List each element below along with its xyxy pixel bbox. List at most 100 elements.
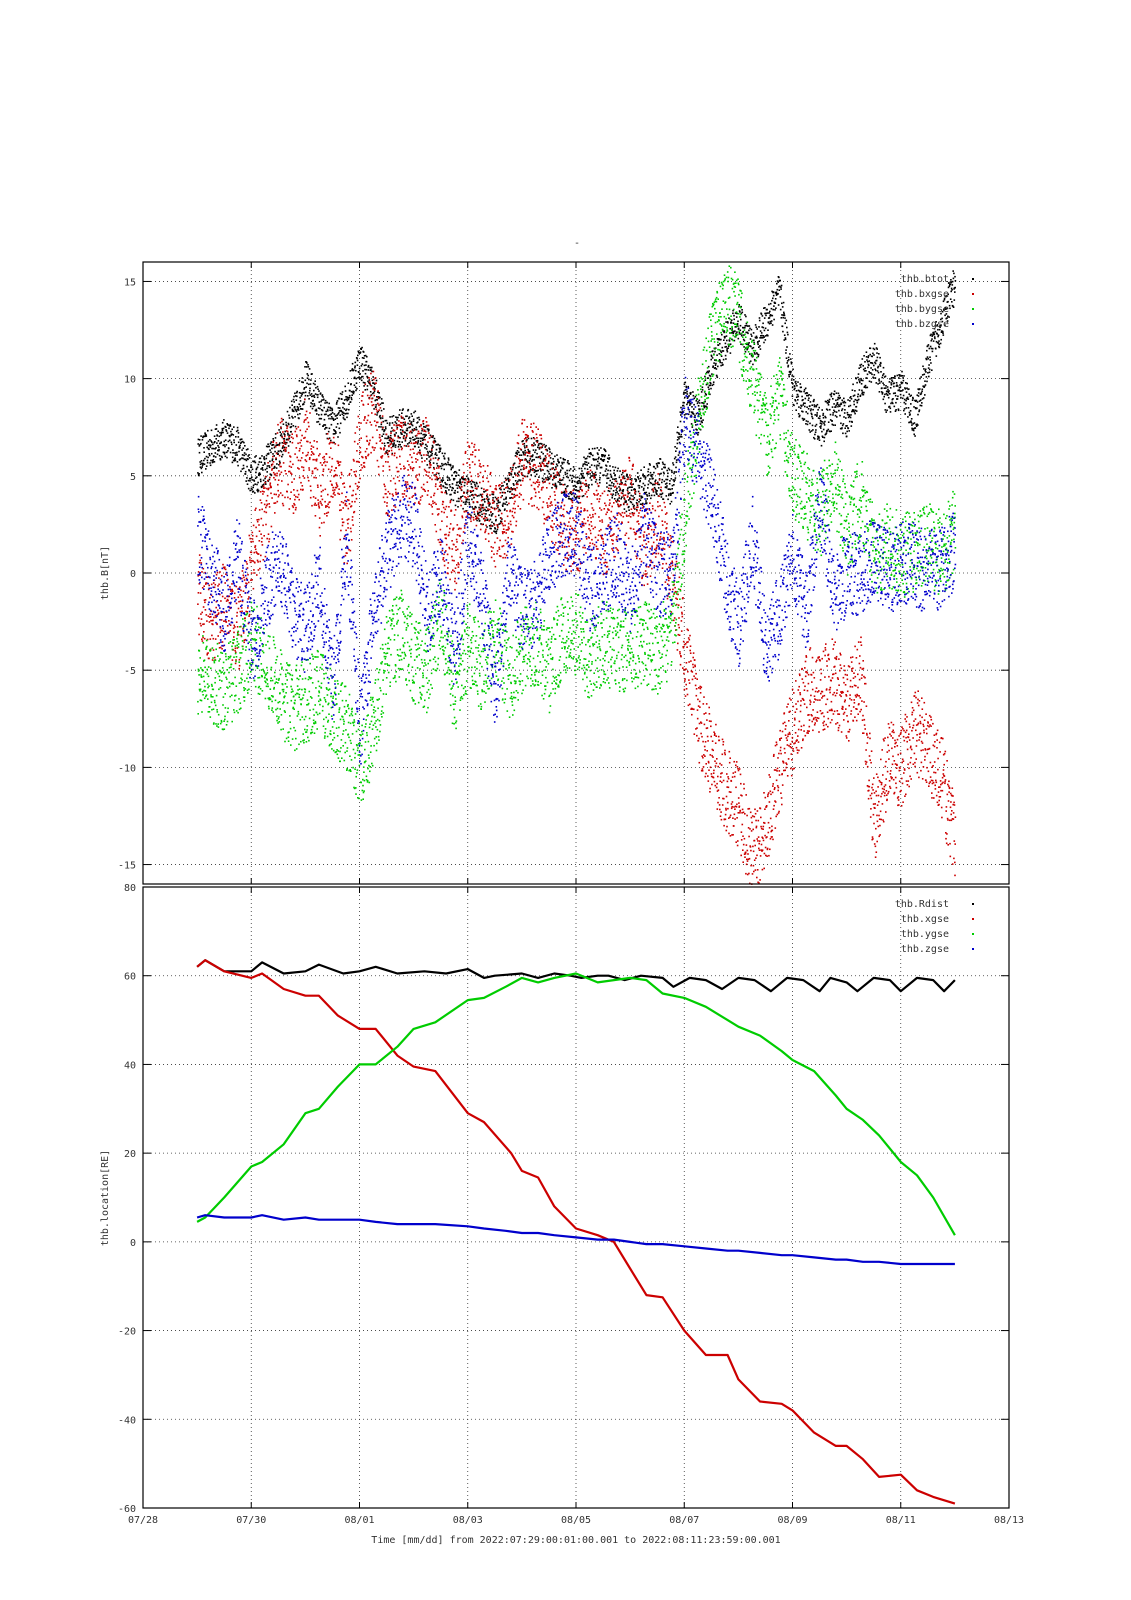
data-point (307, 366, 310, 368)
data-point (525, 467, 527, 469)
data-point (304, 379, 307, 382)
data-point (516, 453, 519, 455)
data-point (864, 386, 867, 389)
data-point (690, 414, 692, 417)
data-point (199, 622, 202, 625)
data-point (262, 469, 264, 471)
data-point (305, 410, 308, 413)
data-point (400, 468, 402, 470)
data-point (203, 631, 205, 633)
data-point (402, 421, 405, 424)
data-point (542, 501, 545, 503)
data-point (464, 501, 467, 503)
data-point (302, 391, 304, 394)
data-point (348, 548, 350, 551)
data-point (366, 440, 369, 442)
data-point (836, 416, 838, 418)
data-point (244, 638, 247, 641)
data-point (791, 386, 794, 389)
data-point (431, 450, 433, 452)
data-point (327, 493, 329, 496)
data-point (366, 419, 369, 422)
data-point (226, 451, 228, 454)
data-point (776, 282, 778, 285)
data-point (411, 486, 413, 488)
data-point (735, 316, 738, 318)
data-point (775, 292, 777, 295)
data-point (197, 592, 200, 594)
data-point (463, 484, 466, 487)
data-point (675, 450, 677, 452)
data-point (384, 419, 387, 422)
data-point (601, 455, 604, 457)
data-point (501, 504, 504, 507)
data-point (482, 503, 484, 506)
data-point (340, 410, 343, 413)
data-point (690, 391, 692, 394)
data-point (408, 442, 410, 444)
data-point (683, 383, 686, 385)
data-point (459, 556, 461, 559)
data-point (534, 475, 537, 478)
data-point (613, 483, 615, 485)
data-point (506, 486, 509, 489)
data-point (419, 496, 422, 499)
data-point (276, 463, 278, 465)
data-point (372, 382, 375, 384)
data-point (553, 477, 555, 479)
data-point (579, 488, 582, 490)
data-point (406, 427, 408, 430)
data-point (309, 485, 312, 487)
data-point (719, 360, 721, 362)
data-point (437, 539, 440, 541)
data-point (567, 497, 570, 500)
data-point (763, 329, 766, 332)
data-point (512, 476, 514, 478)
data-point (405, 436, 407, 439)
data-point (449, 527, 451, 530)
data-point (363, 355, 366, 357)
data-point (275, 467, 278, 469)
data-point (685, 413, 687, 415)
data-point (680, 406, 682, 409)
data-point (830, 395, 833, 398)
data-point (286, 490, 288, 493)
data-point (258, 524, 260, 526)
data-point (250, 579, 252, 581)
data-point (494, 527, 496, 529)
data-point (340, 529, 342, 532)
data-point (232, 452, 234, 454)
data-point (898, 377, 900, 379)
data-point (324, 500, 326, 503)
data-point (564, 483, 566, 486)
data-point (270, 441, 272, 443)
data-point (945, 317, 947, 320)
data-point (937, 328, 939, 331)
data-point (685, 386, 688, 389)
data-point (400, 431, 402, 434)
data-point (450, 468, 452, 471)
data-point (933, 327, 936, 330)
data-point (830, 394, 832, 396)
data-point (482, 507, 485, 509)
data-point (221, 429, 224, 432)
data-point (255, 526, 257, 529)
data-point (535, 481, 538, 483)
data-point (620, 480, 622, 482)
data-point (313, 453, 315, 456)
data-point (720, 351, 723, 354)
data-point (507, 522, 510, 525)
data-point (518, 492, 521, 495)
data-point (233, 631, 235, 634)
data-point (362, 375, 364, 378)
data-point (251, 468, 254, 471)
data-point (910, 394, 912, 397)
data-point (476, 482, 478, 485)
data-point (780, 286, 782, 289)
data-point (288, 470, 291, 473)
data-point (550, 462, 553, 464)
data-point (782, 314, 785, 317)
data-point (387, 435, 390, 438)
data-point (317, 499, 319, 501)
data-point (368, 382, 370, 384)
